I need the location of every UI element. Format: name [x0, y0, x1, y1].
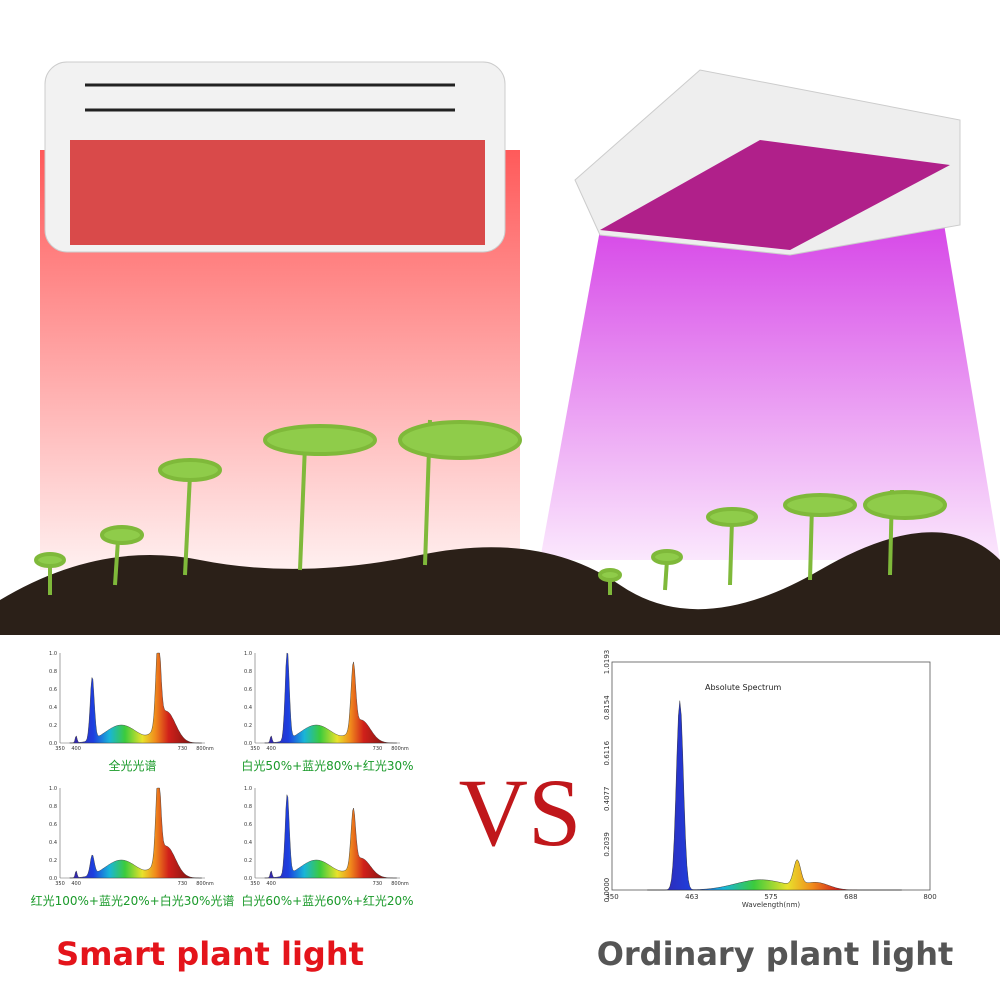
y-tick-label: 0.2 [49, 723, 57, 729]
seedlings [34, 419, 947, 595]
x-tick-label: 575 [764, 893, 777, 901]
panel-caption: 红光100%+蓝光20%+白光30%光谱 [31, 893, 235, 908]
y-tick-label: 0.8 [49, 804, 57, 810]
vs-label: VS [459, 759, 582, 866]
y-tick-label: 0.6 [244, 822, 252, 828]
y-tick-label: 0.0 [49, 741, 57, 747]
y-tick-label: 0.0 [244, 741, 252, 747]
y-tick-label: 0.4077 [603, 787, 611, 812]
panel-caption: 白光60%+蓝光60%+红光20% [241, 893, 413, 908]
y-tick-label: 0.6116 [603, 740, 611, 765]
x-tick-label: 688 [844, 893, 857, 901]
panel-caption: 白光50%+蓝光80%+红光30% [241, 758, 413, 773]
smart-lamp-leds [70, 140, 485, 245]
soil [0, 532, 1000, 635]
y-tick-label: 0.8 [244, 669, 252, 675]
ordinary-label: Ordinary plant light [597, 935, 954, 973]
x-tick-label: 350 [55, 881, 65, 887]
lamp-pattern [85, 83, 455, 112]
x-tick-label: 800 [923, 893, 936, 901]
spectrum-curve [647, 700, 902, 891]
x-tick-label: 730 [178, 746, 188, 752]
y-tick-label: 0.2 [244, 858, 252, 864]
y-tick-label: 1.0 [49, 651, 57, 657]
scene [0, 61, 1000, 635]
x-tick-label: 800nm [196, 881, 214, 887]
y-tick-label: 0.6 [49, 687, 57, 693]
spectrum-curve [69, 787, 202, 879]
x-tick-label: 800nm [391, 746, 409, 752]
panel-caption: 全光光谱 [108, 758, 156, 773]
chart-frame [611, 661, 931, 891]
smart-label: Smart plant light [56, 935, 364, 973]
spectrum-curve [264, 652, 397, 744]
y-tick-label: 0.6 [244, 687, 252, 693]
y-tick-label: 0.0000 [603, 878, 611, 903]
y-tick-label: 0.2 [244, 723, 252, 729]
x-tick-label: 350 [250, 881, 260, 887]
y-tick-label: 0.2 [49, 858, 57, 864]
x-tick-label: 730 [178, 881, 188, 887]
y-tick-label: 0.8 [49, 669, 57, 675]
y-tick-label: 1.0193 [603, 650, 611, 675]
x-tick-label: 800nm [196, 746, 214, 752]
spectrum-curve [264, 794, 397, 879]
y-tick-label: 0.4 [244, 840, 252, 846]
y-tick-label: 0.6 [49, 822, 57, 828]
x-tick-label: 400 [71, 881, 81, 887]
x-tick-label: 730 [373, 881, 383, 887]
x-tick-label: 730 [373, 746, 383, 752]
x-tick-label: 350 [55, 746, 65, 752]
y-tick-label: 0.0 [49, 876, 57, 882]
x-tick-label: 350 [250, 746, 260, 752]
x-tick-label: 400 [266, 881, 276, 887]
spectrum-curve [69, 652, 202, 744]
y-tick-label: 0.4 [49, 705, 57, 711]
y-tick-label: 0.4 [244, 705, 252, 711]
y-tick-label: 0.0 [244, 876, 252, 882]
y-tick-label: 0.4 [49, 840, 57, 846]
y-tick-label: 1.0 [244, 786, 252, 792]
y-tick-label: 1.0 [49, 786, 57, 792]
y-tick-label: 0.8 [244, 804, 252, 810]
x-tick-label: 463 [685, 893, 698, 901]
x-tick-label: 350 [605, 893, 618, 901]
y-tick-label: 1.0 [244, 651, 252, 657]
x-axis-label: Wavelength(nm) [742, 901, 801, 909]
y-tick-label: 0.8154 [603, 695, 611, 720]
x-tick-label: 400 [266, 746, 276, 752]
x-tick-label: 800nm [391, 881, 409, 887]
y-tick-label: 0.2039 [603, 832, 611, 857]
purple-glow [540, 200, 1000, 560]
ordinary-lamp-leds [600, 140, 950, 250]
chart-title: Absolute Spectrum [705, 683, 781, 692]
x-tick-label: 400 [71, 746, 81, 752]
